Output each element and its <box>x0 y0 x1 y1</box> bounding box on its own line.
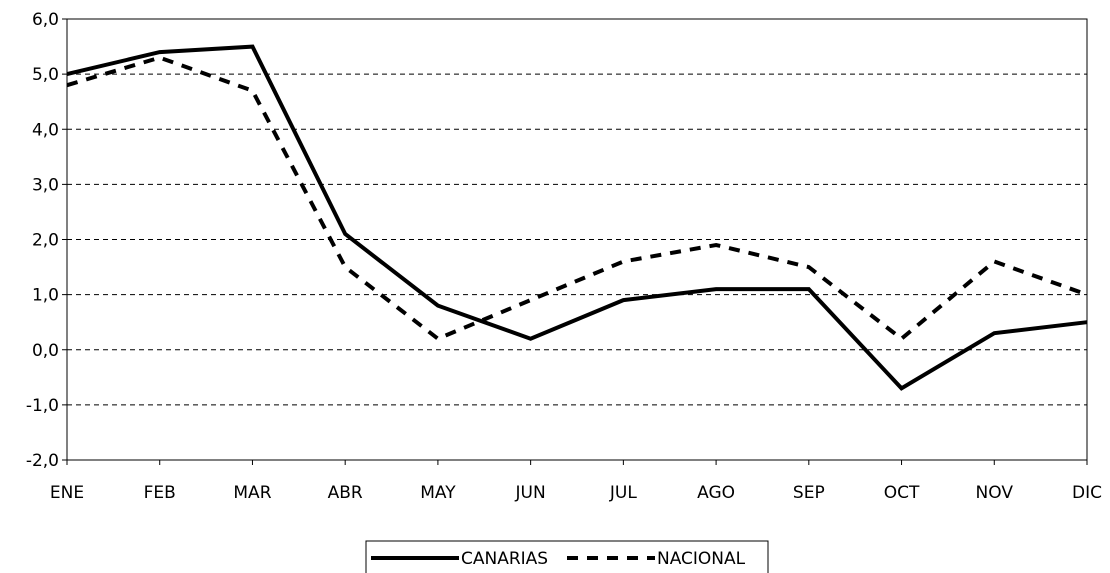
x-tick-label: FEB <box>144 483 176 503</box>
x-tick-label: ENE <box>50 483 84 503</box>
x-tick-label: MAY <box>420 483 456 503</box>
y-tick-labels: -2,0 -1,0 0,0 1,0 2,0 3,0 4,0 5,0 6,0 <box>26 10 59 471</box>
y-tick-label: 3,0 <box>32 175 59 195</box>
x-tick-label: MAR <box>233 483 271 503</box>
y-tick-label: 2,0 <box>32 231 59 251</box>
x-tick-label: AGO <box>697 483 735 503</box>
y-tick-label: 1,0 <box>32 286 59 306</box>
legend-label-canarias: CANARIAS <box>461 549 548 569</box>
y-tick-label: 6,0 <box>32 10 59 30</box>
series-line-nacional <box>66 55 1088 342</box>
x-tick-label: JUN <box>515 483 546 503</box>
y-tick-label: -1,0 <box>26 396 59 416</box>
x-tick-label: JUL <box>609 483 637 503</box>
plot-frame <box>66 18 1088 461</box>
series-lines <box>66 44 1088 391</box>
y-tick-label: 4,0 <box>32 120 59 140</box>
legend: CANARIAS NACIONAL <box>365 540 769 573</box>
x-tick-label: DIC <box>1072 483 1102 503</box>
y-tick-label: 5,0 <box>32 65 59 85</box>
x-tick-label: SEP <box>793 483 825 503</box>
x-tick-label: ABR <box>328 483 363 503</box>
x-tick-label: OCT <box>884 483 920 503</box>
series-line-canarias <box>66 44 1088 391</box>
y-tick-label: -2,0 <box>26 451 59 471</box>
axes <box>62 18 1088 465</box>
y-tick-label: 0,0 <box>32 341 59 361</box>
x-tick-labels: ENE FEB MAR ABR MAY JUN JUL AGO SEP OCT NOV DIC <box>50 483 1102 503</box>
legend-label-nacional: NACIONAL <box>657 549 746 569</box>
x-tick-label: NOV <box>976 483 1014 503</box>
gridlines <box>67 73 1087 406</box>
